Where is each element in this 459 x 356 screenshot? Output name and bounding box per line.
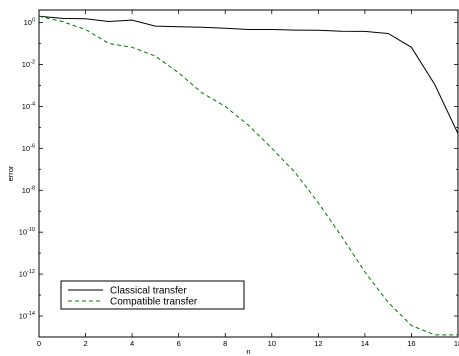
y-tick-label: 100 [24, 18, 35, 28]
y-tick-label: 10-6 [22, 143, 35, 153]
series-layer [38, 15, 459, 336]
y-axis: 100 10-2 10-4 10-6 10-8 10-10 10-12 10-14 [19, 18, 458, 338]
legend-label-compatible: Compatible transfer [110, 297, 198, 308]
series-compatible-transfer [38, 15, 458, 336]
legend-box [60, 280, 245, 310]
plot-border [38, 9, 459, 338]
x-tick-label: 18 [454, 339, 459, 348]
series-classical-transfer [38, 15, 459, 134]
x-tick-label: 10 [268, 339, 276, 348]
y-axis-label: error [6, 165, 15, 181]
x-tick-label: 4 [130, 339, 134, 348]
x-tick-label: 8 [223, 339, 227, 348]
y-tick-label: 10-4 [22, 101, 35, 111]
plot-frame [38, 9, 459, 338]
y-tick-label: 10-14 [19, 311, 35, 321]
y-tick-label: 10-10 [19, 227, 35, 237]
y-tick-label: 10-2 [22, 60, 35, 70]
legend-label-classical: Classical transfer [110, 286, 187, 297]
legend: Classical transfer Compatible transfer [60, 280, 245, 310]
x-tick-label: 14 [361, 339, 369, 348]
x-tick-label: 2 [83, 339, 87, 348]
x-tick-label: 6 [177, 339, 181, 348]
x-tick-label: 16 [407, 339, 415, 348]
y-tick-label: 10-12 [19, 269, 35, 279]
x-tick-label: 0 [37, 339, 41, 348]
x-tick-label: 12 [314, 339, 322, 348]
y-tick-label: 10-8 [22, 185, 35, 195]
x-axis-label: n [246, 347, 250, 356]
